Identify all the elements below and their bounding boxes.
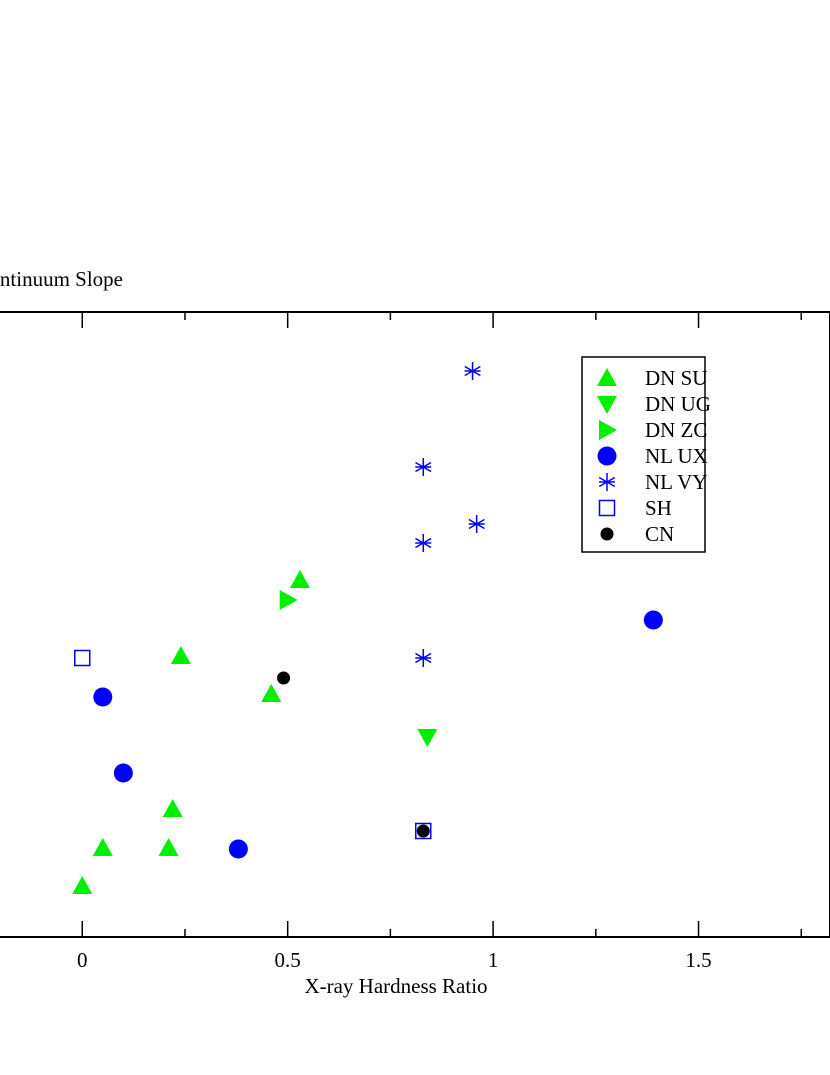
marker [597,396,617,414]
legend-label: DN SU [645,366,707,390]
marker [162,799,183,817]
marker [261,684,282,702]
legend-label: NL UX [645,444,708,468]
marker [415,458,432,476]
marker [415,649,432,667]
marker [417,729,438,747]
marker [599,420,617,440]
y-axis-label: Continuum Slope [0,267,123,291]
marker [228,839,248,859]
marker [464,362,481,380]
x-axis-label: X-ray Hardness Ratio [304,974,487,998]
marker [290,570,311,588]
legend-label: CN [645,522,674,546]
marker [468,515,485,533]
marker [279,590,298,610]
x-tick-label: 1.5 [685,948,711,972]
marker [113,763,133,783]
legend-label: NL VY [645,470,707,494]
legend-label: DN UG [645,392,711,416]
x-tick-label: 1 [488,948,499,972]
marker [416,824,430,838]
marker [643,610,663,630]
marker [72,876,93,894]
marker [277,671,291,685]
x-tick-label: 0.5 [275,948,301,972]
legend-box [581,356,706,553]
marker [415,534,432,552]
marker [598,499,616,517]
x-tick-label: 0 [77,948,88,972]
legend-label: DN ZC [645,418,707,442]
marker [597,368,617,386]
plot-frame [0,311,830,938]
marker [597,446,617,466]
marker [170,646,191,664]
marker [74,649,91,667]
marker [158,838,179,856]
marker [600,527,614,541]
marker [92,838,113,856]
marker [415,822,432,840]
marker [598,473,616,491]
marker [93,687,113,707]
legend-label: SH [645,496,672,520]
